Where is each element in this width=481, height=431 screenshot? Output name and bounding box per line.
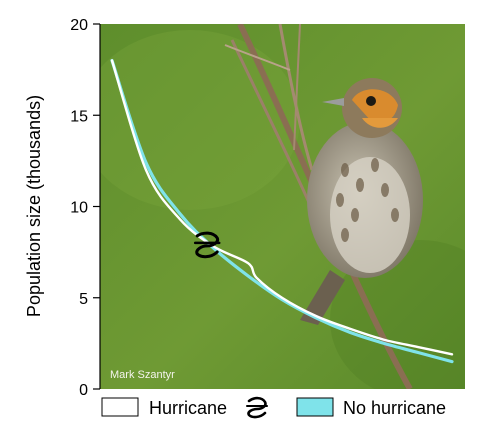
legend-swatch-no-hurricane <box>296 397 334 417</box>
photo-credit: Mark Szantyr <box>110 369 175 381</box>
legend-label-hurricane: Hurricane <box>149 398 227 418</box>
background-photo: Mark Szantyr <box>100 24 465 389</box>
legend-swatch-hurricane <box>101 397 139 417</box>
legend-hurricane-icon <box>246 396 268 419</box>
y-tick-label-5: 5 <box>79 291 88 308</box>
series-line-hurricane <box>110 59 454 356</box>
y-tick-label-20: 20 <box>70 17 88 34</box>
y-tick-label-10: 10 <box>70 200 88 217</box>
y-axis-ticks: 0 5 10 15 20 <box>70 17 100 399</box>
legend-item-hurricane: Hurricane <box>101 396 268 419</box>
series-layer <box>110 58 454 364</box>
y-tick-label-0: 0 <box>79 382 88 399</box>
y-tick-label-15: 15 <box>70 108 88 125</box>
legend-item-no-hurricane: No hurricane <box>296 397 446 418</box>
hurricane-icon <box>193 231 221 259</box>
legend-label-no-hurricane: No hurricane <box>343 398 446 418</box>
sparrow-illustration <box>300 78 423 325</box>
legend: Hurricane No hurricane <box>101 396 446 419</box>
series-line-no-hurricane <box>110 58 454 364</box>
y-axis-label: Population size (thousands) <box>24 95 44 317</box>
